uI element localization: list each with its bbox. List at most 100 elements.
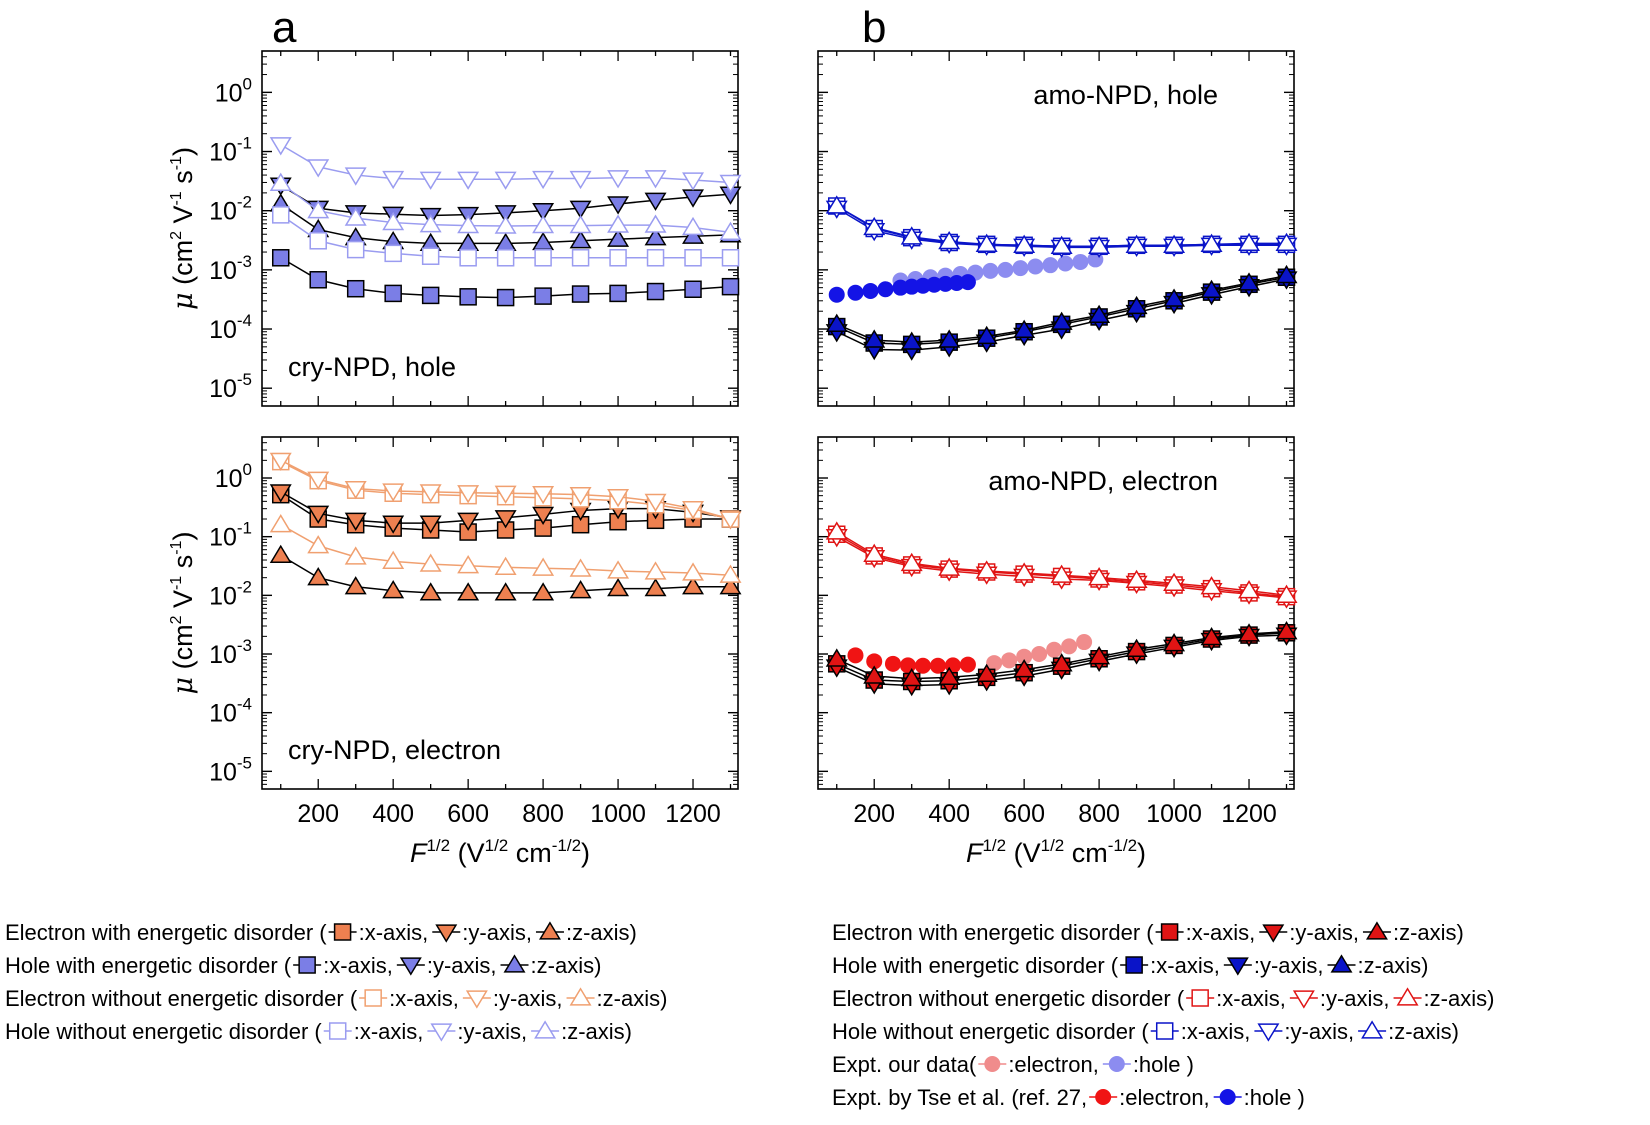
data-point	[644, 170, 667, 189]
data-point	[307, 535, 330, 554]
y-tick-label: 100	[215, 460, 252, 493]
x-tick-label: 1000	[590, 800, 646, 828]
data-point	[307, 471, 330, 490]
data-point	[607, 489, 630, 508]
x-label-sup: -1/2	[1108, 836, 1137, 855]
data-point	[1163, 234, 1186, 253]
legend-marker	[1292, 990, 1315, 1009]
legend-marker	[435, 924, 458, 943]
legend-marker	[1262, 924, 1285, 943]
legend-marker	[1108, 1056, 1125, 1072]
data-point	[569, 230, 592, 249]
legend-item-label: :y-axis,	[1254, 953, 1324, 978]
legend-item-label: :y-axis,	[457, 1019, 527, 1044]
expt-point	[1001, 652, 1018, 669]
data-point	[269, 514, 292, 533]
data-point	[1088, 567, 1111, 586]
data-point	[419, 484, 442, 503]
legend-marker	[534, 1020, 557, 1039]
legend-row-text: Expt. by Tse et al. (ref. 27,	[832, 1085, 1087, 1110]
y-label-unit: )	[168, 147, 198, 156]
x-tick-label: 600	[1003, 800, 1045, 828]
data-point	[419, 582, 442, 601]
y-tick-exponent: -2	[237, 193, 252, 212]
x-label-F: F	[410, 838, 428, 868]
y-label-mu: μ	[168, 677, 199, 695]
y-tick-exponent: 0	[243, 74, 252, 93]
expt-point	[1016, 648, 1033, 665]
data-point	[719, 221, 742, 241]
legend-marker	[538, 921, 561, 940]
legend-item-label: :y-axis,	[1284, 1019, 1354, 1044]
legend-marker	[1396, 987, 1419, 1006]
data-point	[607, 214, 630, 233]
data-point	[938, 230, 961, 250]
data-point	[309, 271, 327, 289]
data-point	[682, 576, 705, 595]
data-point	[721, 249, 740, 267]
data-point	[1275, 584, 1298, 603]
data-point	[1013, 234, 1036, 253]
expt-point	[1046, 641, 1063, 658]
data-point	[344, 512, 367, 531]
legend-item-label: :x-axis,	[323, 953, 393, 978]
legends: Electron with energetic disorder (:x-axi…	[5, 920, 1494, 1110]
data-point	[607, 577, 630, 597]
y-tick-label: 10-1	[209, 134, 252, 167]
data-point	[1050, 653, 1073, 672]
data-point	[682, 216, 705, 236]
series	[825, 521, 1298, 603]
data-point	[271, 206, 290, 224]
data-point	[1275, 264, 1298, 284]
panel-title: amo-NPD, hole	[1033, 80, 1218, 110]
data-point	[307, 159, 330, 178]
x-tick-label: 1200	[665, 800, 721, 828]
legend-marker	[503, 954, 526, 973]
y-tick-label: 10-1	[209, 519, 252, 552]
x-label-sup: 1/2	[982, 836, 1006, 855]
data-point	[421, 286, 440, 305]
x-label-sup: 1/2	[485, 836, 509, 855]
y-label-sup: -1	[168, 540, 185, 554]
y-tick-exponent: -1	[237, 134, 252, 153]
data-point	[1050, 235, 1073, 254]
y-tick-base: 10	[209, 524, 237, 552]
data-point	[382, 515, 405, 534]
data-point	[494, 485, 517, 504]
data-point	[1163, 633, 1186, 652]
legend-item-label: :x-axis,	[389, 986, 459, 1011]
series	[269, 452, 742, 530]
data-point	[719, 564, 742, 583]
y-axis-label: μ (cm2 V-1 s-1)	[168, 532, 199, 695]
data-point	[1013, 562, 1036, 581]
series	[269, 172, 742, 241]
data-point	[1125, 638, 1148, 658]
legend-item-label: :x-axis,	[354, 1019, 424, 1044]
data-point	[269, 172, 292, 191]
legend-row-text: Expt. our data(	[832, 1052, 977, 1077]
data-point	[307, 567, 330, 586]
data-point	[684, 280, 702, 299]
y-tick-exponent: -5	[237, 753, 252, 772]
data-point	[1125, 569, 1148, 589]
expt-point	[899, 657, 916, 674]
data-point	[569, 214, 592, 234]
data-point	[1050, 311, 1073, 330]
data-point	[1200, 279, 1223, 299]
data-point	[457, 555, 480, 574]
y-label-unit: V	[168, 206, 198, 232]
data-point	[719, 511, 742, 530]
expt-series	[847, 647, 976, 674]
data-point	[419, 515, 442, 534]
expt-point	[914, 657, 931, 674]
y-tick-label: 10-5	[209, 370, 252, 403]
data-point	[532, 214, 555, 234]
x-tick-label: 1000	[1146, 800, 1202, 828]
legend-a: Electron with energetic disorder (:x-axi…	[5, 920, 667, 1044]
y-label-unit: (cm	[168, 240, 198, 292]
data-point	[975, 560, 998, 579]
legend-marker	[399, 957, 422, 976]
x-axis-label: F1/2 (V1/2 cm-1/2)	[410, 836, 590, 868]
